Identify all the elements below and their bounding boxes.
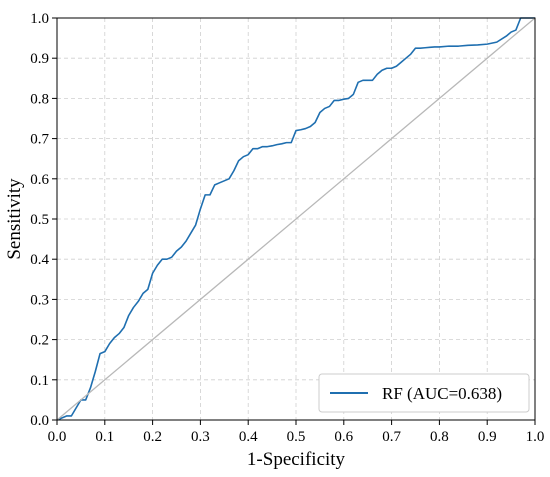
y-axis-label: Sensitivity (4, 178, 25, 260)
x-tick-label-3: 0.3 (191, 429, 210, 445)
y-tick-label-8: 0.8 (30, 91, 49, 107)
x-tick-label-0: 0.0 (48, 429, 67, 445)
y-tick-label-7: 0.7 (30, 132, 49, 148)
x-tick-label-5: 0.5 (287, 429, 306, 445)
y-tick-label-6: 0.6 (30, 172, 49, 188)
x-tick-label-2: 0.2 (143, 429, 162, 445)
x-tick-label-4: 0.4 (239, 429, 258, 445)
legend-label: RF (AUC=0.638) (382, 384, 502, 403)
y-tick-label-4: 0.4 (30, 252, 49, 268)
x-tick-label-7: 0.7 (382, 429, 401, 445)
chance-diagonal-line (56, 17, 536, 421)
y-tick-label-10: 1.0 (30, 11, 49, 27)
roc-curve-line (56, 17, 535, 421)
x-axis-label: 1-Specificity (247, 449, 346, 470)
y-tick-label-1: 0.1 (30, 373, 49, 389)
x-tick-label-6: 0.6 (334, 429, 353, 445)
y-tick-label-2: 0.2 (30, 333, 49, 349)
series-layer (56, 17, 536, 421)
y-tick-label-3: 0.3 (30, 292, 49, 308)
x-tick-label-10: 1.0 (526, 429, 545, 445)
x-tick-label-9: 0.9 (478, 429, 497, 445)
y-tick-label-9: 0.9 (30, 51, 49, 67)
x-tick-label-8: 0.8 (430, 429, 449, 445)
y-tick-label-0: 0.0 (30, 413, 49, 429)
x-tick-label-1: 0.1 (95, 429, 114, 445)
legend-box (318, 373, 530, 413)
legend: RF (AUC=0.638) (318, 373, 530, 413)
tick-layer: 0.0 0.1 0.2 0.3 0.4 0.5 0.6 0.7 0.8 0.9 1.0 0.0 0.1 0… (30, 11, 544, 445)
y-tick-label-5: 0.5 (30, 212, 49, 228)
